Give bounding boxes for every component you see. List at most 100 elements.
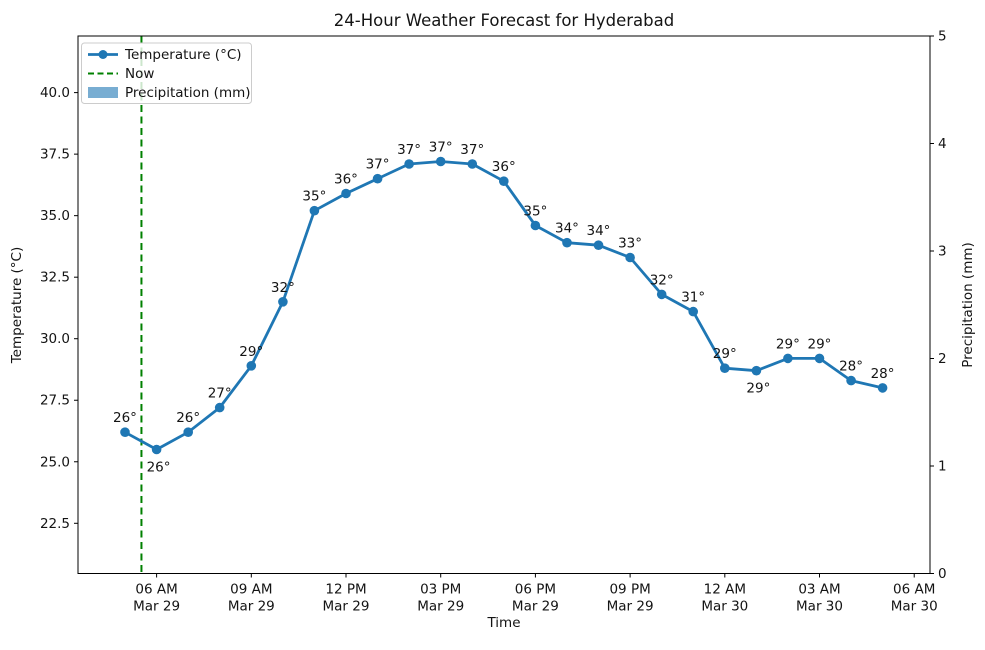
x-axis-label: Time: [486, 615, 520, 631]
data-point-marker: [499, 176, 509, 186]
y-tick-label-right: 1: [938, 459, 947, 475]
x-tick-label-time: 12 PM: [325, 582, 366, 598]
x-tick-label-time: 03 AM: [798, 582, 840, 598]
x-tick-label-time: 06 AM: [135, 582, 177, 598]
y-tick-label-left: 25.0: [40, 454, 70, 470]
temperature-annotation: 32°: [271, 280, 295, 296]
axes-layer: 22.5 25.0 27.5 30.0 32.5 35.0 37.5 40.0 0 1 2 3 4 5 06…: [40, 29, 947, 615]
x-tick-label-date: Mar 30: [701, 599, 748, 615]
data-point-marker: [783, 353, 793, 364]
y-tick-label-left: 37.5: [40, 147, 70, 163]
data-point-marker: [404, 159, 414, 169]
temperature-annotation: 37°: [460, 142, 484, 158]
y-tick-label-right: 5: [938, 29, 947, 45]
temperature-annotation: 28°: [839, 359, 863, 375]
x-tick-label-date: Mar 29: [512, 599, 559, 615]
data-point-marker: [751, 365, 762, 376]
y-axis-label-left: Temperature (°C): [9, 247, 25, 365]
temperature-annotation: 27°: [208, 386, 232, 402]
temperature-annotation: 29°: [239, 344, 263, 360]
temperature-annotations: 26° 26° 26° 27° 29° 32° 35° 36° 37° 37° 37° 37° 36° 3…: [113, 140, 895, 476]
data-point-marker: [625, 252, 635, 263]
temperature-annotation: 29°: [776, 336, 800, 352]
y-tick-label-right: 3: [938, 244, 947, 260]
y-tick-label-right: 0: [938, 566, 947, 582]
x-tick-label-time: 09 PM: [609, 582, 650, 598]
axes-spines: [77, 35, 931, 574]
temperature-annotation: 26°: [176, 410, 200, 426]
data-point-marker: [341, 188, 351, 199]
temperature-annotation: 35°: [302, 189, 326, 205]
temperature-annotation: 26°: [113, 410, 137, 426]
temperature-annotation: 37°: [429, 140, 453, 156]
temperature-annotation: 29°: [713, 346, 737, 362]
data-point-marker: [593, 240, 604, 250]
x-tick-label-date: Mar 30: [796, 599, 843, 615]
temperature-annotation: 35°: [523, 204, 547, 220]
y-tick-label-left: 30.0: [40, 331, 70, 347]
x-tick-label-time: 09 AM: [230, 582, 272, 598]
temperature-annotation: 31°: [681, 290, 705, 306]
temperature-line: [123, 160, 884, 451]
temperature-annotation: 37°: [366, 157, 390, 173]
chart-title: 24-Hour Weather Forecast for Hyderabad: [334, 11, 674, 30]
data-point-marker: [656, 289, 667, 300]
legend-item-label: Temperature (°C): [124, 47, 242, 63]
legend-item-label: Now: [125, 66, 154, 82]
data-point-marker: [877, 383, 888, 393]
data-point-marker: [151, 444, 162, 455]
data-point-marker: [814, 353, 825, 364]
data-point-marker: [435, 156, 446, 167]
legend-item-label: Precipitation (mm): [125, 85, 251, 101]
data-point-marker: [183, 427, 193, 438]
temperature-annotation: 37°: [397, 142, 421, 158]
temperature-annotation: 34°: [555, 221, 579, 237]
x-tick-label-date: Mar 29: [607, 599, 654, 615]
data-point-marker: [688, 306, 698, 317]
data-point-marker: [278, 297, 288, 307]
y-tick-label-left: 27.5: [40, 393, 70, 409]
x-tick-label-date: Mar 29: [228, 599, 275, 615]
y-axis-label-right: Precipitation (mm): [960, 242, 976, 368]
temperature-annotation: 33°: [618, 236, 642, 252]
data-point-marker: [530, 220, 541, 231]
y-tick-label-right: 2: [938, 351, 947, 367]
y-tick-label-left: 32.5: [40, 270, 70, 286]
x-tick-label-time: 03 PM: [420, 582, 461, 598]
data-point-marker: [120, 427, 130, 438]
x-tick-label-date: Mar 29: [323, 599, 370, 615]
data-point-marker: [846, 375, 856, 386]
legend-box: [81, 42, 252, 104]
y-tick-label-left: 40.0: [40, 85, 70, 101]
temperature-annotation: 26°: [147, 460, 171, 476]
temperature-annotation: 29°: [746, 381, 770, 397]
temperature-annotation: 29°: [808, 336, 832, 352]
temperature-annotation: 28°: [871, 366, 895, 382]
data-point-marker: [246, 361, 257, 371]
legend-marker-sample: [98, 50, 108, 59]
legend: Temperature (°C) Now Precipitation (mm): [81, 42, 252, 104]
data-point-marker: [467, 159, 478, 169]
data-point-marker: [720, 363, 730, 374]
legend-patch-sample: [88, 87, 118, 98]
y-tick-label-right: 4: [938, 136, 947, 152]
x-tick-label-time: 06 PM: [515, 582, 556, 598]
temperature-annotation: 36°: [334, 172, 358, 188]
data-point-marker: [309, 205, 320, 216]
x-tick-label-time: 06 AM: [893, 582, 935, 598]
temperature-annotation: 32°: [650, 272, 674, 288]
x-tick-label-date: Mar 29: [133, 599, 180, 615]
y-tick-label-left: 22.5: [40, 516, 70, 532]
data-point-marker: [214, 402, 225, 413]
y-tick-label-left: 35.0: [40, 208, 70, 224]
temperature-annotation: 36°: [492, 159, 516, 175]
x-tick-label-date: Mar 30: [891, 599, 938, 615]
data-point-marker: [372, 173, 383, 184]
x-tick-label-date: Mar 29: [417, 599, 464, 615]
data-point-marker: [562, 237, 572, 248]
temperature-annotation: 34°: [587, 223, 611, 239]
temperature-line-layer: [120, 156, 888, 455]
x-tick-label-time: 12 AM: [704, 582, 746, 598]
